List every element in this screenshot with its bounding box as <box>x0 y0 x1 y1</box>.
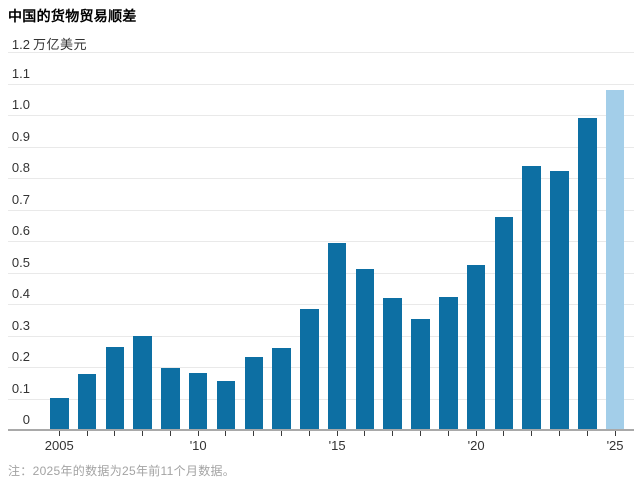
y-axis-unit-text: 万亿美元 <box>33 37 88 52</box>
bar-2012 <box>244 357 264 430</box>
x-axis-tick <box>142 430 144 436</box>
x-axis-tick <box>197 430 199 436</box>
x-axis-tick <box>503 430 505 436</box>
gridline <box>8 272 634 274</box>
x-axis-tick <box>253 430 255 436</box>
bar-2021 <box>494 217 514 430</box>
y-tick-label: 0.6 <box>11 223 30 238</box>
bar-2011 <box>216 381 236 430</box>
chart-title: 中国的货物贸易顺差 <box>8 8 137 24</box>
footnote-prefix: 注： <box>8 464 33 478</box>
bar-2022 <box>522 166 541 430</box>
x-axis-line <box>8 429 634 431</box>
bar-2019 <box>439 297 458 430</box>
gridline <box>8 83 634 85</box>
bar-2025 <box>605 89 625 430</box>
bar-2014 <box>300 309 319 430</box>
gridline <box>8 367 634 368</box>
x-axis-tick <box>364 430 366 436</box>
y-tick-label: 0.3 <box>11 317 30 333</box>
y-tick-label: 1.0 <box>11 97 30 112</box>
bar-2015 <box>327 242 347 430</box>
x-axis-tick <box>475 430 477 436</box>
gridline <box>8 241 634 242</box>
x-tick-label-2005: 2005 <box>44 438 74 453</box>
bar-2013 <box>272 348 291 430</box>
bar-2020 <box>466 264 486 430</box>
bar-2017 <box>383 297 402 430</box>
x-tick-label-2025: '25 <box>606 438 624 453</box>
gridline <box>8 52 634 53</box>
gridline <box>8 398 634 400</box>
bar-2007 <box>105 346 125 430</box>
y-tick-label: 1.1 <box>11 65 30 81</box>
y-tick-label: 0.5 <box>11 254 30 270</box>
bar-2008 <box>133 336 152 430</box>
x-axis-tick <box>531 430 533 436</box>
x-tick-label-2020: '20 <box>467 438 485 453</box>
gridline <box>8 335 634 337</box>
bar-2010 <box>188 372 208 430</box>
y-axis-unit-label: 1.2 万亿美元 <box>0 34 87 53</box>
y-tick-label: 0 <box>22 412 30 427</box>
x-axis-tick <box>225 430 227 436</box>
y-tick-label: 0.8 <box>11 160 30 175</box>
x-axis-tick <box>614 430 616 436</box>
x-axis-tick <box>447 430 449 436</box>
gridline <box>8 146 634 148</box>
bar-2016 <box>355 269 375 430</box>
gridline <box>8 178 634 179</box>
footnote-text: 2025年的数据为25年前11个月数据。 <box>32 464 236 478</box>
x-axis-tick <box>58 430 60 436</box>
bar-2005 <box>50 397 69 430</box>
x-axis-tick <box>86 430 88 436</box>
x-axis-tick <box>420 430 422 436</box>
footnote: 注：2025年的数据为25年前11个月数据。 <box>8 462 235 479</box>
y-tick-label: 0.4 <box>11 286 30 301</box>
bar-2023 <box>550 170 569 430</box>
x-tick-label-2015: '15 <box>328 438 346 453</box>
x-axis-tick <box>169 430 171 436</box>
bar-2024 <box>578 117 597 430</box>
x-axis-tick <box>558 430 560 436</box>
x-axis-tick <box>336 430 338 436</box>
gridline <box>8 209 634 211</box>
gridline <box>8 115 634 116</box>
bar-2009 <box>161 368 180 430</box>
x-axis-tick <box>308 430 310 436</box>
bar-2018 <box>411 319 430 430</box>
y-axis-top-tick: 1.2 <box>11 37 30 52</box>
gridline <box>8 304 634 305</box>
y-tick-label: 0.7 <box>11 191 30 207</box>
bar-2006 <box>77 374 97 430</box>
x-axis-tick <box>281 430 283 436</box>
y-tick-label: 0.2 <box>11 349 30 364</box>
x-tick-label-2010: '10 <box>189 438 207 453</box>
y-tick-label: 0.1 <box>11 380 30 396</box>
x-axis-tick <box>586 430 588 436</box>
x-axis-tick <box>114 430 116 436</box>
y-tick-label: 0.9 <box>11 128 30 144</box>
x-axis-tick <box>392 430 394 436</box>
